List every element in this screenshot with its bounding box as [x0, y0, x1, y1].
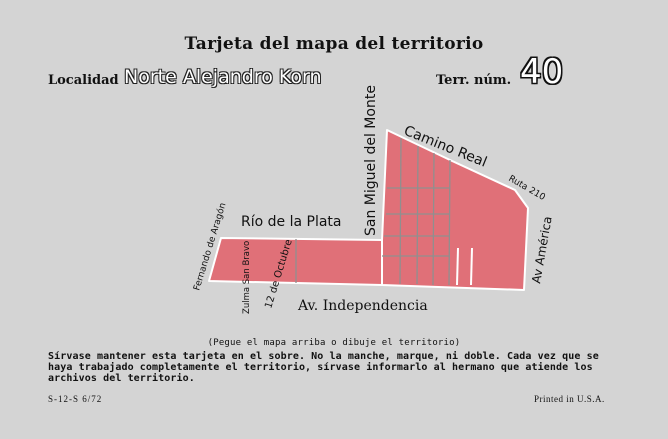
grid-line-v [399, 137, 402, 285]
lane-line [470, 247, 473, 286]
lane-line [456, 247, 459, 286]
street-label-av-independencia: Av. Independencia [297, 298, 428, 314]
map-white-lanes [456, 247, 473, 286]
map-block-right [381, 129, 529, 291]
printed-in-usa: Printed in U.S.A. [534, 394, 605, 404]
form-code: S-12-S 6/72 [48, 394, 103, 404]
street-label-san-miguel: San Miguel del Monte [363, 85, 379, 236]
territory-number-label: Terr. núm. [436, 73, 512, 88]
card-title: Tarjeta del mapa del territorio [184, 34, 484, 54]
paste-map-note: (Pegue el mapa arriba o dibuje el territ… [207, 338, 461, 348]
grid-line-v [448, 159, 451, 286]
locality-value: Norte Alejandro Korn [124, 66, 322, 88]
grid-line-v [432, 152, 435, 286]
territory-number: 40 [520, 52, 564, 92]
street-label-zulma: Zulma San Bravo [242, 241, 252, 314]
locality-label: Localidad [48, 73, 119, 88]
street-label-rio-de-la-plata: Río de la Plata [241, 214, 341, 230]
grid-line-v [416, 145, 419, 285]
instructions-text: Sírvase mantener esta tarjeta en el sobr… [48, 351, 599, 384]
map-block-grid [295, 137, 451, 286]
street-label-av-america: Av América [529, 215, 555, 284]
